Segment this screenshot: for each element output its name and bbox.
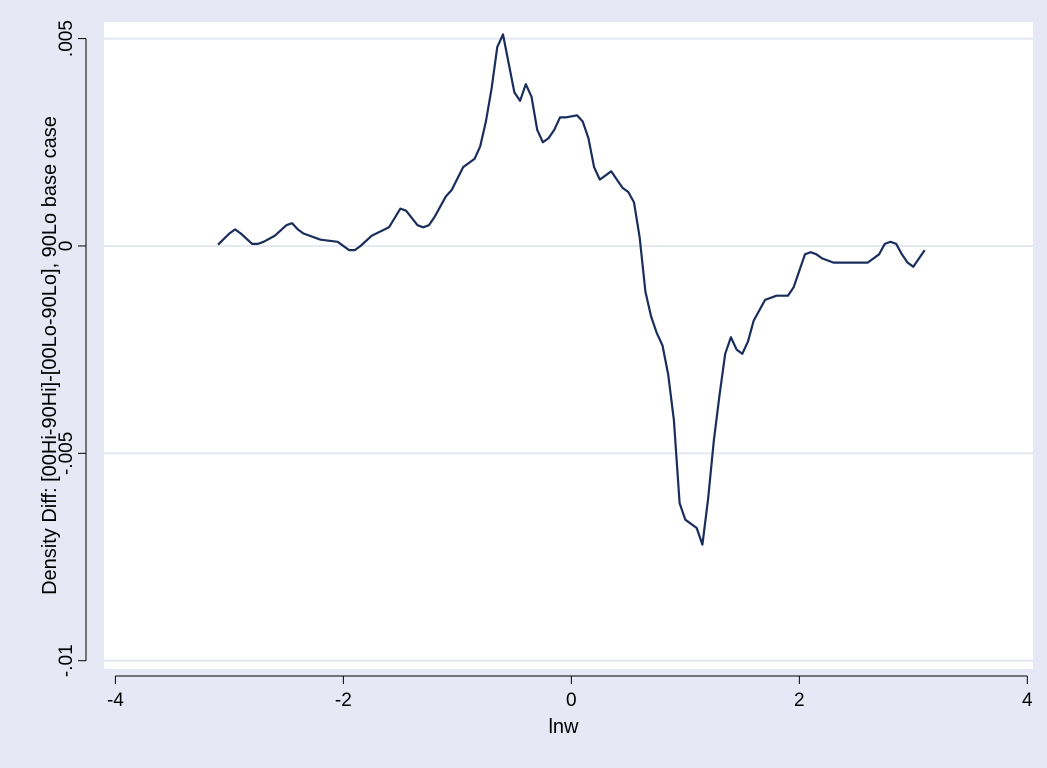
y-tick-label: .005 <box>56 20 77 57</box>
x-tick-label: -4 <box>107 690 124 711</box>
plot-area <box>104 22 1033 669</box>
x-tick-label: 0 <box>566 690 577 711</box>
x-tick-label: 2 <box>794 690 805 711</box>
x-tick-label: -2 <box>335 690 352 711</box>
gridlines <box>104 37 1033 662</box>
y-tick-label: -.01 <box>56 644 77 677</box>
y-tick-label: -.005 <box>56 432 77 475</box>
y-tick-label: 0 <box>56 241 77 252</box>
x-axis-title: lnw <box>548 716 579 738</box>
axes: -.01 -.005 0 .005 -4 -2 0 2 4 <box>56 20 1033 711</box>
x-tick-label: 4 <box>1022 690 1033 711</box>
y-axis-title: Density Diff: [00Hi-90Hi]-[00Lo-90Lo], 9… <box>39 116 61 595</box>
series-line <box>217 33 926 546</box>
